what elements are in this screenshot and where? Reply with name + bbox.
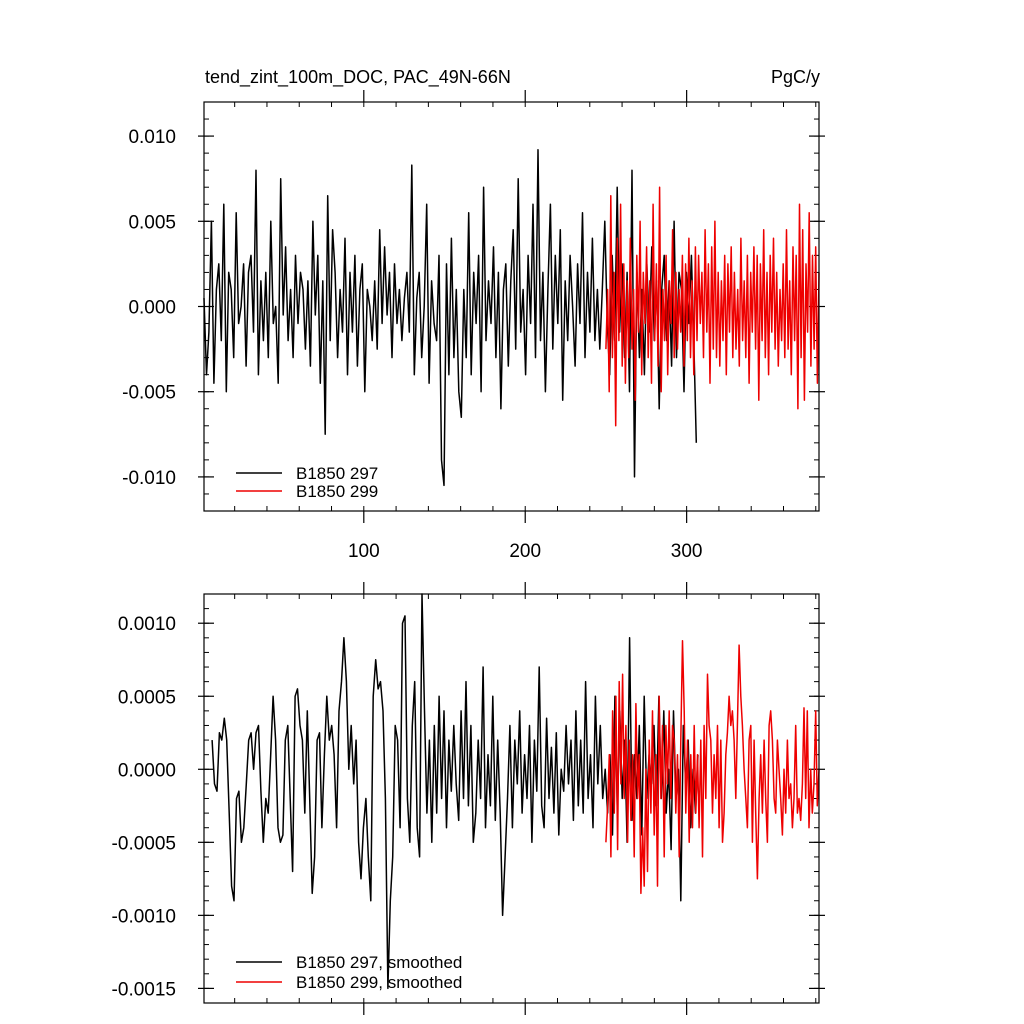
- bottom-y-tick-labels: 0.0010 0.0005 0.0000 -0.0005 -0.0010 -0.0015: [112, 614, 176, 1000]
- y-tick-label: -0.010: [122, 468, 176, 489]
- y-tick-label: -0.0010: [112, 906, 176, 927]
- top-series-lines: [203, 148, 820, 487]
- y-tick-label: -0.0005: [112, 833, 176, 854]
- top-legend-label-299: B1850 299: [296, 482, 378, 501]
- x-tick-label: 100: [348, 541, 380, 562]
- top-title: tend_zint_100m_DOC, PAC_49N-66N: [205, 67, 511, 88]
- bottom-panel: 0.00100.00050.0000-0.0005-0.0010-0.0015 …: [112, 582, 825, 1015]
- top-units: PgC/y: [771, 67, 820, 87]
- y-tick-label: 0.0005: [118, 687, 176, 708]
- y-tick-label: 0.0000: [118, 760, 176, 781]
- y-tick-label: 0.005: [128, 212, 176, 233]
- top-ticks: [198, 90, 825, 523]
- series-line-b1850-299: [605, 639, 820, 895]
- series-line-b1850-299: [605, 186, 820, 427]
- top-legend: B1850 297 B1850 299: [236, 464, 378, 501]
- y-tick-label: 0.000: [128, 298, 176, 319]
- bottom-legend-label-297: B1850 297, smoothed: [296, 953, 462, 972]
- bottom-series-lines: [211, 593, 820, 990]
- top-x-tick-labels: 100 200 300: [348, 541, 703, 562]
- y-tick-label: -0.0015: [112, 979, 176, 1000]
- bottom-legend-label-299: B1850 299, smoothed: [296, 973, 462, 992]
- x-tick-label: 300: [671, 541, 703, 562]
- top-legend-label-297: B1850 297: [296, 464, 378, 483]
- y-tick-label: 0.010: [128, 127, 176, 148]
- x-tick-label: 200: [509, 541, 541, 562]
- top-y-tick-labels: 0.010 0.005 0.000 -0.005 -0.010: [122, 127, 176, 489]
- y-tick-label: -0.005: [122, 383, 176, 404]
- top-panel: tend_zint_100m_DOC, PAC_49N-66N PgC/y 0.…: [122, 67, 825, 562]
- top-plot-frame: [203, 101, 820, 512]
- y-tick-label: 0.0010: [118, 614, 176, 635]
- bottom-legend: B1850 297, smoothed B1850 299, smoothed: [236, 953, 462, 992]
- bottom-plot-frame: [203, 593, 820, 1004]
